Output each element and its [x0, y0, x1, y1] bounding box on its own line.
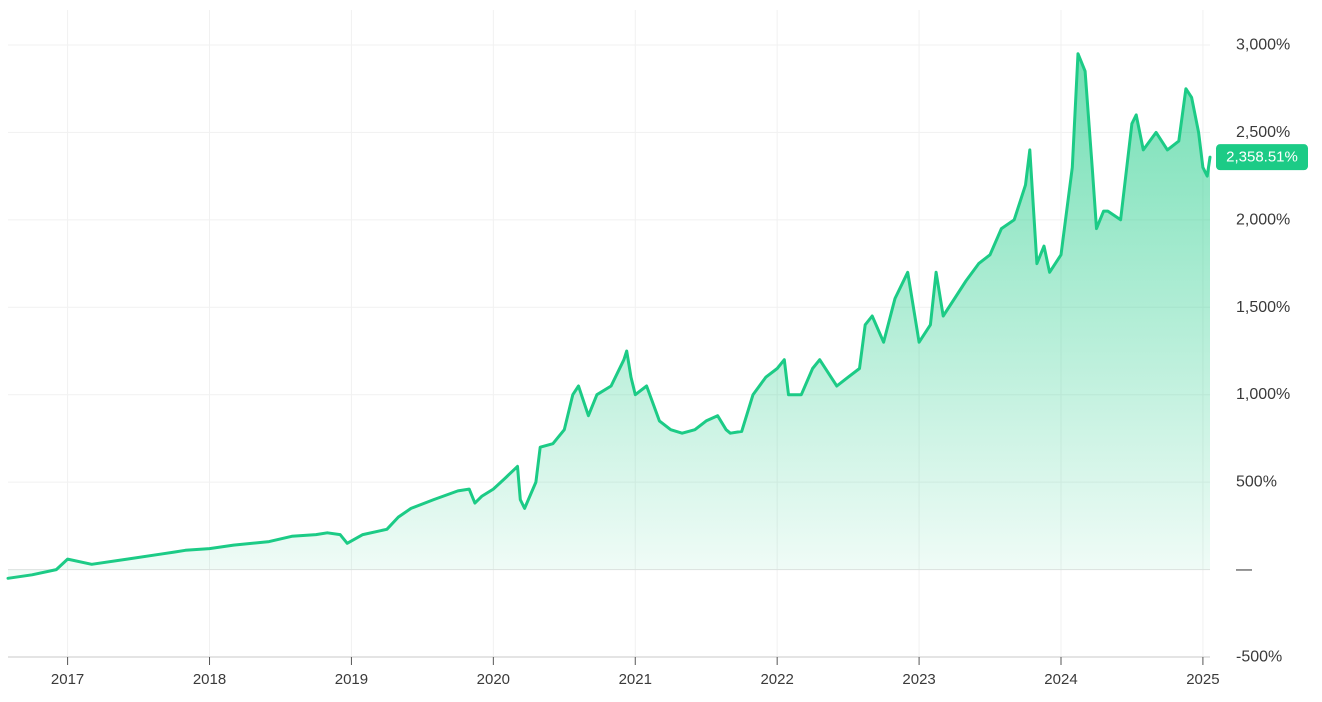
- y-tick-label: —: [1236, 561, 1252, 578]
- y-tick-label: 1,000%: [1236, 386, 1290, 403]
- x-tick-label: 2020: [477, 671, 510, 688]
- x-tick-label: 2024: [1044, 671, 1077, 688]
- x-tick-label: 2017: [51, 671, 84, 688]
- x-tick-label: 2019: [335, 671, 368, 688]
- x-tick-label: 2021: [619, 671, 652, 688]
- series-line: [6, 52, 1212, 580]
- last-value-badge-background: [1216, 144, 1308, 171]
- y-tick-label: 500%: [1236, 474, 1277, 491]
- y-tick-label: 1,500%: [1236, 299, 1290, 316]
- y-tick-label: 2,000%: [1236, 211, 1290, 228]
- x-tick-label: 2023: [902, 671, 935, 688]
- last-value-badge: 2,358.51%: [1216, 144, 1308, 171]
- x-tick-label: 2018: [193, 671, 226, 688]
- y-axis: 3,000% 2,500% 2,000% 1,500% 1,000% 500% — -500%: [1236, 36, 1290, 665]
- y-tick-label: 2,500%: [1236, 124, 1290, 141]
- x-tick-label: 2022: [760, 671, 793, 688]
- x-axis: 2017 2018 2019 2020 2021 2022 2023 2024 2025: [51, 657, 1220, 688]
- last-value-label: 2,358.51%: [1226, 149, 1298, 166]
- series-area-fill: [8, 53, 1210, 579]
- y-tick-label: 3,000%: [1236, 36, 1290, 53]
- x-tick-label: 2025: [1186, 671, 1219, 688]
- y-tick-label: -500%: [1236, 649, 1282, 666]
